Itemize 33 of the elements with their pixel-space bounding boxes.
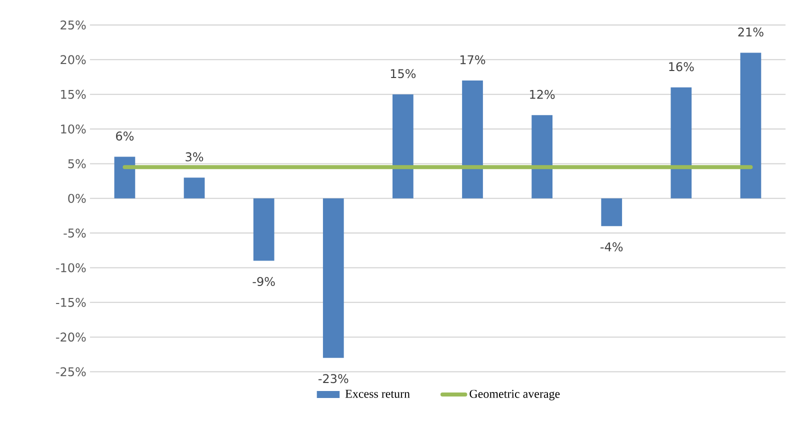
data-label: 16% — [669, 62, 694, 72]
data-label: -9% — [252, 277, 275, 286]
y-tick-label: 15% — [61, 90, 86, 100]
bar — [114, 156, 136, 199]
data-label: 21% — [738, 28, 764, 37]
bar — [601, 198, 622, 226]
bar — [184, 178, 205, 199]
data-label: 6% — [116, 132, 134, 141]
y-tick-label: 10% — [61, 124, 86, 134]
y-tick-label: -20% — [56, 332, 86, 342]
bar — [253, 198, 274, 261]
bar — [322, 198, 344, 358]
data-label: -4% — [600, 242, 623, 252]
y-tick-label: 25% — [60, 20, 86, 30]
y-tick-label: -10% — [56, 263, 86, 272]
data-label: 3% — [186, 152, 204, 162]
bar — [462, 80, 483, 199]
y-tick-label: -5% — [64, 228, 86, 238]
bar — [392, 94, 414, 199]
data-label: 12% — [530, 90, 555, 100]
y-tick-label: 20% — [60, 55, 86, 64]
y-tick-label: -25% — [56, 367, 86, 376]
bar — [670, 88, 692, 199]
y-tick-label: -15% — [56, 298, 86, 308]
data-label: 17% — [460, 55, 486, 64]
data-label: 15% — [390, 69, 416, 78]
legend-label: Geometric average — [470, 390, 560, 400]
y-tick-label: 0% — [68, 194, 86, 204]
bar — [532, 115, 552, 199]
y-tick-label: 5% — [68, 159, 86, 168]
data-label: -23% — [318, 374, 348, 384]
legend-label: Excess return — [345, 390, 410, 398]
bar — [740, 52, 762, 199]
